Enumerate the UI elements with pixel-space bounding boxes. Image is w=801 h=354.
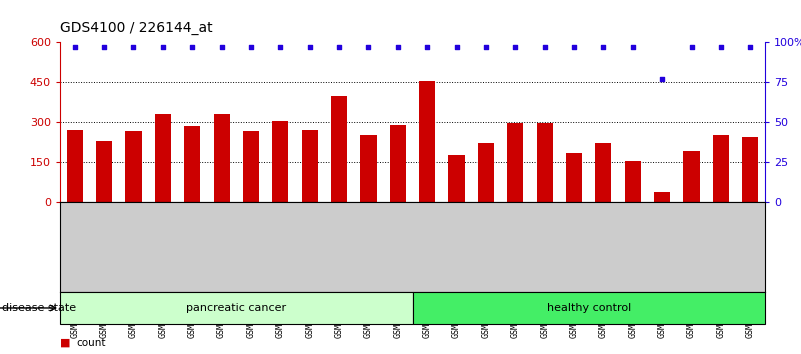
Bar bbox=[743, 137, 759, 202]
Point bbox=[714, 45, 727, 50]
Point bbox=[685, 45, 698, 50]
Point bbox=[509, 45, 521, 50]
FancyBboxPatch shape bbox=[413, 292, 765, 324]
Bar bbox=[654, 193, 670, 202]
Bar bbox=[566, 153, 582, 202]
Point bbox=[744, 45, 757, 50]
Point bbox=[68, 45, 81, 50]
Bar bbox=[683, 152, 699, 202]
Bar bbox=[449, 155, 465, 202]
Bar bbox=[507, 124, 523, 202]
Point bbox=[362, 45, 375, 50]
Bar bbox=[214, 114, 230, 202]
Point bbox=[568, 45, 581, 50]
Bar bbox=[625, 161, 641, 202]
Text: pancreatic cancer: pancreatic cancer bbox=[186, 303, 286, 313]
Bar bbox=[713, 135, 729, 202]
Point bbox=[244, 45, 257, 50]
Text: count: count bbox=[76, 338, 106, 348]
Bar bbox=[126, 131, 142, 202]
Text: ■: ■ bbox=[60, 338, 70, 348]
Text: GDS4100 / 226144_at: GDS4100 / 226144_at bbox=[60, 21, 213, 35]
Bar bbox=[595, 143, 611, 202]
Point bbox=[332, 45, 345, 50]
Bar bbox=[302, 130, 318, 202]
Text: disease state: disease state bbox=[2, 303, 76, 313]
Point bbox=[450, 45, 463, 50]
Point bbox=[156, 45, 169, 50]
Bar bbox=[331, 96, 347, 202]
Point bbox=[597, 45, 610, 50]
Point bbox=[626, 45, 639, 50]
Bar bbox=[390, 125, 406, 202]
Point bbox=[98, 45, 111, 50]
Point bbox=[304, 45, 316, 50]
Point bbox=[274, 45, 287, 50]
Point bbox=[392, 45, 405, 50]
Bar bbox=[419, 81, 435, 202]
Bar bbox=[478, 143, 494, 202]
Text: healthy control: healthy control bbox=[546, 303, 631, 313]
Point bbox=[127, 45, 140, 50]
Bar bbox=[96, 141, 112, 202]
Point bbox=[186, 45, 199, 50]
Bar bbox=[155, 114, 171, 202]
Point bbox=[421, 45, 433, 50]
Bar bbox=[66, 130, 83, 202]
Bar bbox=[243, 131, 259, 202]
Bar bbox=[184, 126, 200, 202]
Point bbox=[480, 45, 493, 50]
Bar bbox=[537, 124, 553, 202]
FancyBboxPatch shape bbox=[60, 292, 413, 324]
Bar bbox=[272, 121, 288, 202]
Bar bbox=[360, 135, 376, 202]
Point bbox=[656, 76, 669, 82]
Point bbox=[215, 45, 228, 50]
Point bbox=[538, 45, 551, 50]
